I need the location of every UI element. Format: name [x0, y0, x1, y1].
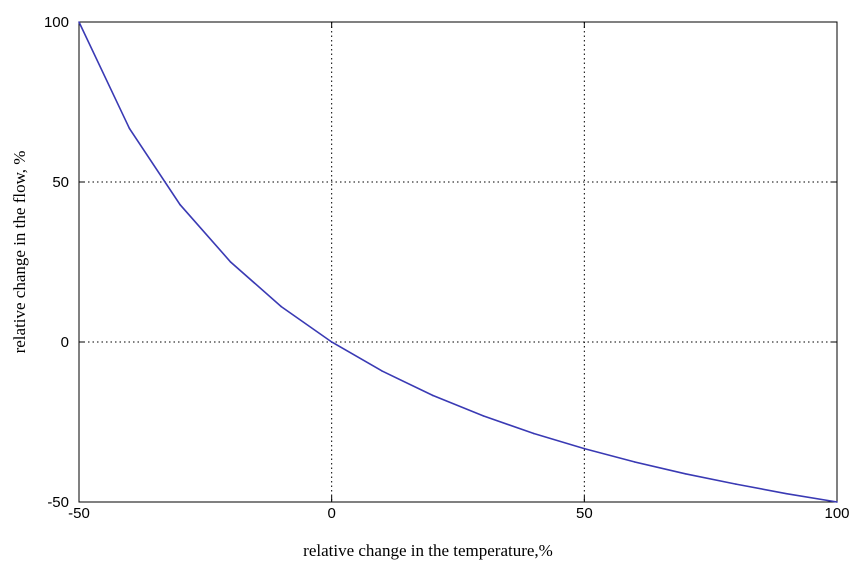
series-line: [78, 21, 838, 503]
data-point: [583, 447, 586, 450]
x-tick-label: 0: [327, 505, 335, 522]
data-point: [179, 203, 181, 206]
y-tick-labels: -50 0 50 100: [44, 14, 69, 511]
data-point: [482, 415, 485, 417]
x-tick-label: 50: [576, 505, 593, 522]
data-points: [78, 21, 838, 503]
data-point: [684, 473, 687, 475]
tick-marks: [78, 21, 838, 503]
x-tick-labels: -50 0 50 100: [68, 505, 849, 522]
data-point: [280, 305, 282, 308]
data-point: [78, 21, 80, 23]
data-point: [128, 127, 131, 130]
grid-lines: [79, 22, 837, 502]
data-point: [330, 341, 333, 343]
data-point: [229, 261, 232, 263]
y-tick-label: 100: [44, 14, 69, 31]
y-tick-label: 50: [52, 174, 69, 191]
y-tick-label: 0: [61, 334, 69, 351]
data-point: [634, 461, 636, 463]
data-point: [381, 370, 384, 372]
data-point: [836, 501, 838, 503]
data-point: [735, 483, 737, 485]
data-point: [533, 432, 535, 435]
y-tick-label: -50: [47, 494, 69, 511]
x-tick-label: -50: [68, 505, 90, 522]
x-axis-label: relative change in the temperature,%: [303, 541, 553, 560]
data-point: [785, 492, 788, 495]
y-axis-label: relative change in the flow, %: [10, 151, 29, 354]
x-tick-label: 100: [824, 505, 849, 522]
data-point: [431, 394, 434, 397]
plot-area-frame: [78, 21, 838, 503]
